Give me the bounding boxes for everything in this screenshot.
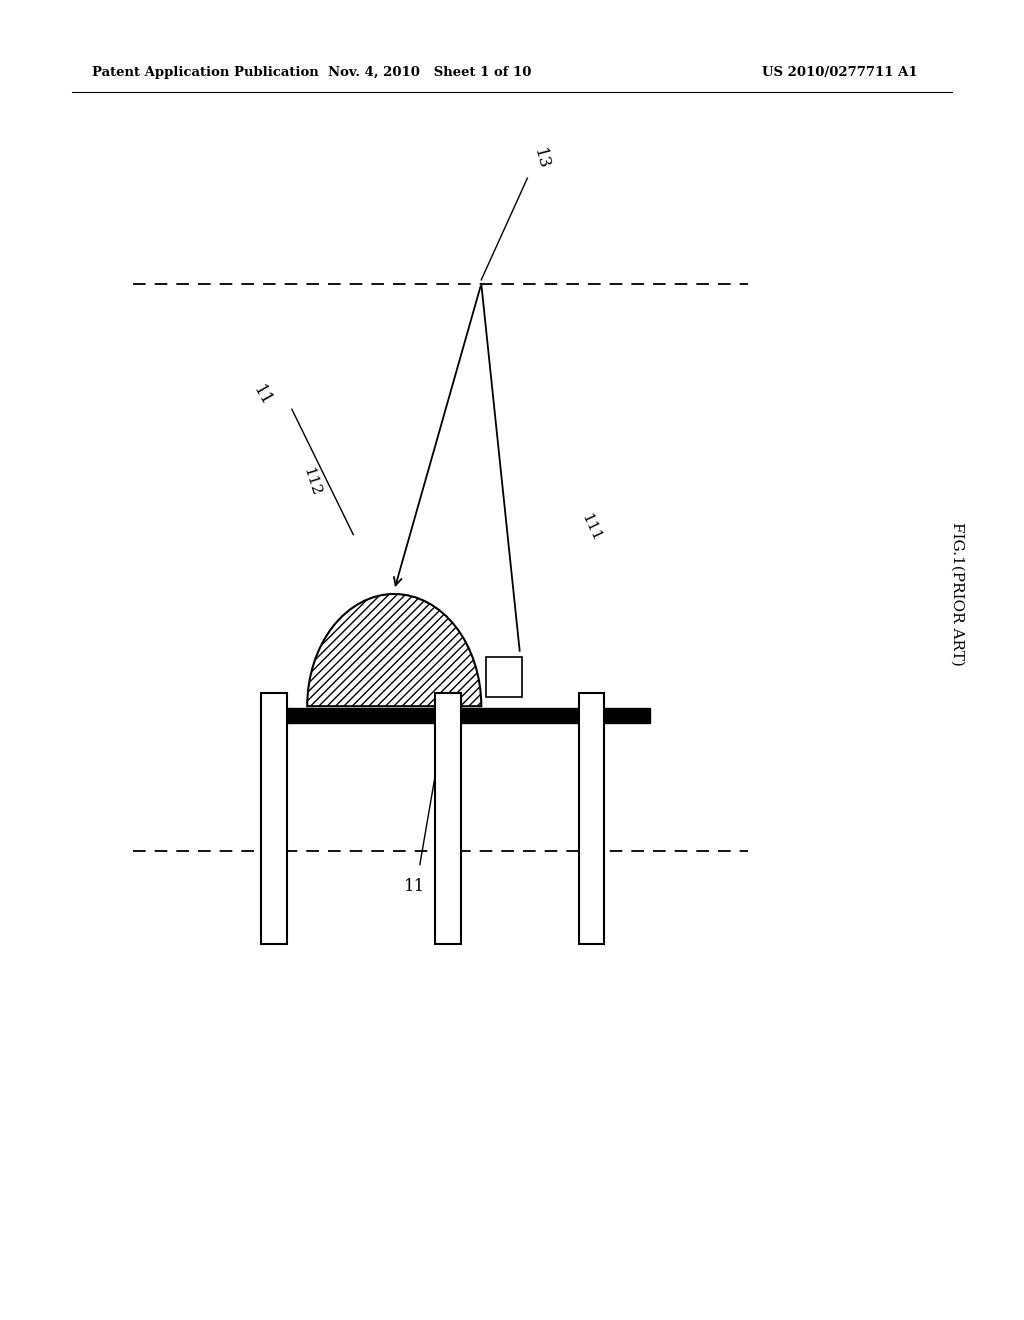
Text: 111: 111 (579, 512, 603, 544)
Bar (435, 693, 461, 944)
Text: 112: 112 (300, 466, 323, 498)
Bar (486, 657, 522, 697)
Text: US 2010/0277711 A1: US 2010/0277711 A1 (762, 66, 918, 79)
Text: Patent Application Publication: Patent Application Publication (92, 66, 318, 79)
Text: Nov. 4, 2010   Sheet 1 of 10: Nov. 4, 2010 Sheet 1 of 10 (329, 66, 531, 79)
Text: 11: 11 (249, 383, 274, 409)
Text: 11: 11 (404, 878, 425, 895)
Text: 13: 13 (530, 147, 552, 172)
Bar (261, 693, 287, 944)
Text: FIG.1(PRIOR ART): FIG.1(PRIOR ART) (950, 523, 965, 665)
Wedge shape (307, 594, 481, 706)
Bar (261, 708, 650, 723)
Bar (579, 693, 604, 944)
